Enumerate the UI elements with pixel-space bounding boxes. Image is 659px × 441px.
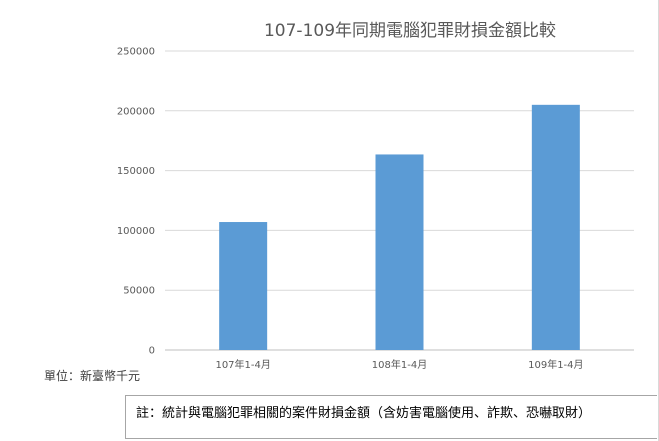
- note-box: 註：統計與電腦犯罪相關的案件財損金額（含妨害電腦使用、詐欺、恐嚇取財）: [125, 395, 657, 439]
- y-tick-label: 150000: [117, 166, 155, 177]
- y-tick-label: 200000: [117, 106, 155, 117]
- unit-label: 單位：新臺幣千元: [44, 369, 141, 383]
- chart-title: 107-109年同期電腦犯罪財損金額比較: [263, 21, 557, 41]
- y-tick-label: 0: [149, 346, 155, 357]
- x-tick-label: 108年1-4月: [372, 358, 427, 371]
- y-tick-label: 50000: [123, 286, 155, 297]
- bar: [531, 104, 580, 350]
- y-tick-label: 250000: [117, 47, 155, 58]
- bar: [375, 154, 424, 350]
- x-axis-ticks: 107年1-4月 108年1-4月 109年1-4月: [215, 358, 583, 371]
- y-tick-label: 100000: [117, 226, 155, 237]
- x-tick-label: 107年1-4月: [215, 358, 270, 371]
- x-tick-label: 109年1-4月: [528, 358, 583, 371]
- bars: [219, 104, 580, 350]
- bar: [219, 222, 268, 350]
- y-axis-ticks: 0 50000 100000 150000 200000 250000: [117, 47, 155, 357]
- note-text: 註：統計與電腦犯罪相關的案件財損金額（含妨害電腦使用、詐欺、恐嚇取財）: [136, 406, 592, 421]
